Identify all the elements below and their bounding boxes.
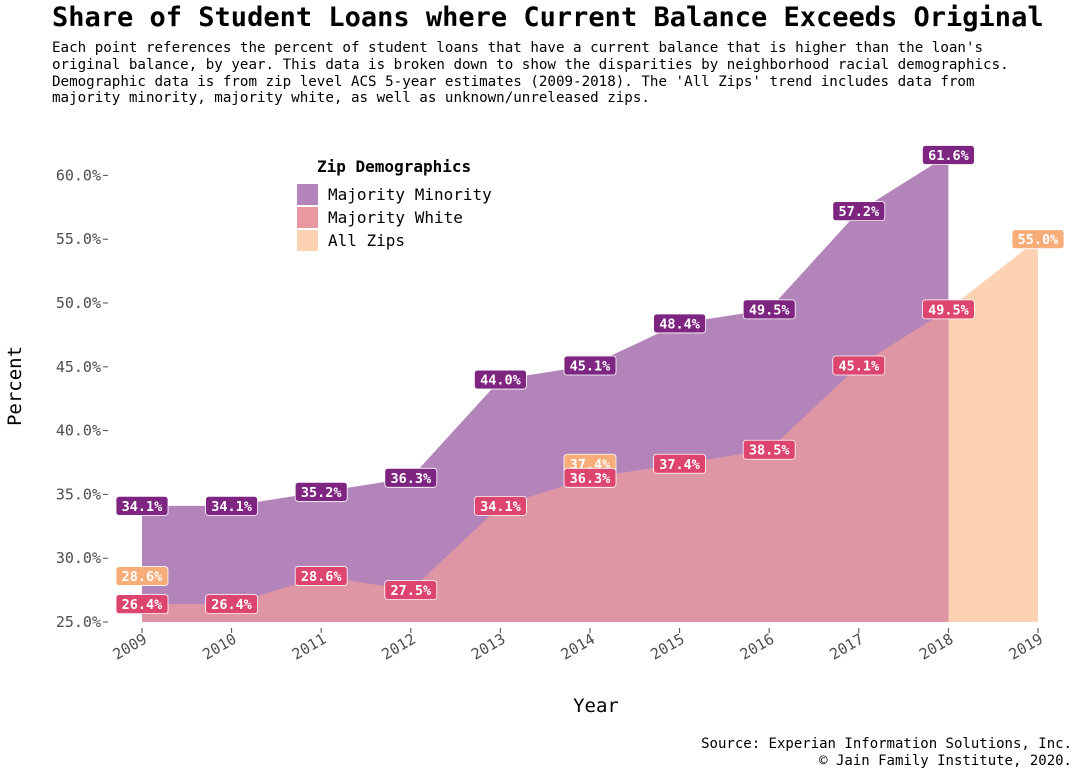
x-tick-label: 2018 bbox=[916, 630, 956, 664]
svg-text:34.1%: 34.1% bbox=[122, 499, 164, 515]
chart-title: Share of Student Loans where Current Bal… bbox=[52, 2, 1044, 33]
data-label-majority-minority: 36.3% bbox=[384, 467, 438, 488]
svg-text:28.6%: 28.6% bbox=[122, 569, 164, 585]
svg-text:27.5%: 27.5% bbox=[390, 583, 432, 599]
data-label-majority-white: 36.3% bbox=[563, 467, 617, 488]
legend-swatch-majority-white bbox=[297, 207, 318, 228]
svg-text:36.3%: 36.3% bbox=[570, 471, 612, 487]
data-label-all-zips: 28.6% bbox=[115, 566, 169, 586]
y-axis-title: Percent bbox=[4, 346, 26, 426]
data-label-majority-minority: 34.1% bbox=[115, 495, 169, 516]
source-caption: Source: Experian Information Solutions, … bbox=[701, 736, 1072, 769]
data-label-majority-minority: 45.1% bbox=[563, 355, 617, 376]
y-tick-label: 60.0% bbox=[56, 166, 101, 184]
svg-text:48.4%: 48.4% bbox=[659, 316, 701, 332]
svg-text:34.1%: 34.1% bbox=[480, 499, 522, 515]
data-label-all-zips: 55.0% bbox=[1011, 229, 1065, 250]
data-label-majority-white: 28.6% bbox=[294, 566, 348, 586]
data-label-majority-white: 27.5% bbox=[384, 580, 438, 600]
y-tick-label: 25.0% bbox=[56, 613, 101, 631]
y-tick-label: 30.0% bbox=[56, 549, 101, 567]
legend-title: Zip Demographics bbox=[317, 157, 471, 176]
y-tick-label: 50.0% bbox=[56, 294, 101, 312]
data-label-majority-minority: 61.6% bbox=[922, 145, 975, 165]
svg-text:26.4%: 26.4% bbox=[211, 597, 253, 613]
legend-swatch-all-zips bbox=[297, 230, 318, 251]
x-tick-label: 2012 bbox=[379, 630, 419, 664]
x-tick-label: 2010 bbox=[199, 630, 239, 664]
svg-text:34.1%: 34.1% bbox=[211, 499, 253, 515]
chart-areas bbox=[142, 154, 1038, 622]
svg-text:38.5%: 38.5% bbox=[749, 443, 791, 459]
x-tick-label: 2017 bbox=[827, 630, 867, 664]
y-tick-label: 55.0% bbox=[56, 230, 101, 248]
data-label-majority-white: 49.5% bbox=[922, 299, 975, 320]
x-axis-title: Year bbox=[573, 695, 619, 717]
x-tick-label: 2011 bbox=[289, 630, 329, 664]
chart-subtitle: Each point references the percent of stu… bbox=[52, 40, 1009, 107]
y-axis: 25.0% 30.0% 35.0% 40.0% 45.0% 50.0% 55.0% 60.0% bbox=[56, 166, 108, 631]
data-label-majority-white: 37.4% bbox=[653, 453, 706, 474]
svg-text:35.2%: 35.2% bbox=[301, 485, 343, 501]
svg-text:37.4%: 37.4% bbox=[659, 457, 701, 473]
x-tick-label: 2016 bbox=[737, 630, 777, 664]
svg-text:49.5%: 49.5% bbox=[928, 302, 970, 318]
svg-text:45.1%: 45.1% bbox=[570, 359, 612, 375]
svg-text:49.5%: 49.5% bbox=[749, 302, 791, 318]
area-majority-white bbox=[142, 309, 949, 622]
data-label-majority-minority: 48.4% bbox=[653, 313, 706, 334]
x-tick-label: 2013 bbox=[468, 630, 508, 664]
svg-text:36.3%: 36.3% bbox=[390, 471, 432, 487]
svg-text:55.0%: 55.0% bbox=[1018, 232, 1060, 248]
y-tick-label: 40.0% bbox=[56, 422, 101, 440]
svg-text:45.1%: 45.1% bbox=[838, 359, 880, 375]
data-label-majority-white: 26.4% bbox=[205, 594, 259, 615]
data-label-majority-minority: 35.2% bbox=[294, 481, 348, 502]
x-tick-label: 2009 bbox=[110, 630, 150, 664]
x-tick-label: 2015 bbox=[647, 630, 687, 664]
legend-label-majority-minority: Majority Minority bbox=[328, 185, 492, 204]
data-label-majority-minority: 44.0% bbox=[473, 369, 527, 390]
data-labels: 28.6% 37.4% 55.0% 26.4% 26.4% 28.6% 27.5% 34.1%… bbox=[115, 145, 1065, 615]
data-label-majority-white: 38.5% bbox=[742, 439, 796, 460]
svg-text:57.2%: 57.2% bbox=[838, 204, 880, 220]
legend: Zip Demographics Majority Minority Majori… bbox=[297, 157, 492, 251]
svg-text:28.6%: 28.6% bbox=[301, 569, 343, 585]
y-tick-label: 35.0% bbox=[56, 485, 101, 503]
x-axis: 2009 2010 2011 2012 2013 2014 2015 2016 2017 2018… bbox=[110, 628, 1046, 664]
data-label-majority-white: 34.1% bbox=[473, 495, 527, 516]
svg-text:44.0%: 44.0% bbox=[480, 373, 522, 389]
data-label-majority-minority: 34.1% bbox=[205, 495, 259, 516]
data-label-majority-white: 26.4% bbox=[115, 594, 169, 615]
data-label-majority-white: 45.1% bbox=[832, 355, 886, 376]
data-label-majority-minority: 49.5% bbox=[742, 299, 796, 320]
legend-swatch-majority-minority bbox=[297, 184, 318, 205]
svg-text:26.4%: 26.4% bbox=[122, 597, 164, 613]
svg-text:61.6%: 61.6% bbox=[928, 148, 970, 164]
legend-label-majority-white: Majority White bbox=[328, 208, 463, 227]
x-tick-label: 2019 bbox=[1006, 630, 1046, 664]
data-label-majority-minority: 57.2% bbox=[832, 201, 886, 222]
x-tick-label: 2014 bbox=[558, 630, 598, 664]
legend-label-all-zips: All Zips bbox=[328, 231, 405, 250]
y-tick-label: 45.0% bbox=[56, 358, 101, 376]
